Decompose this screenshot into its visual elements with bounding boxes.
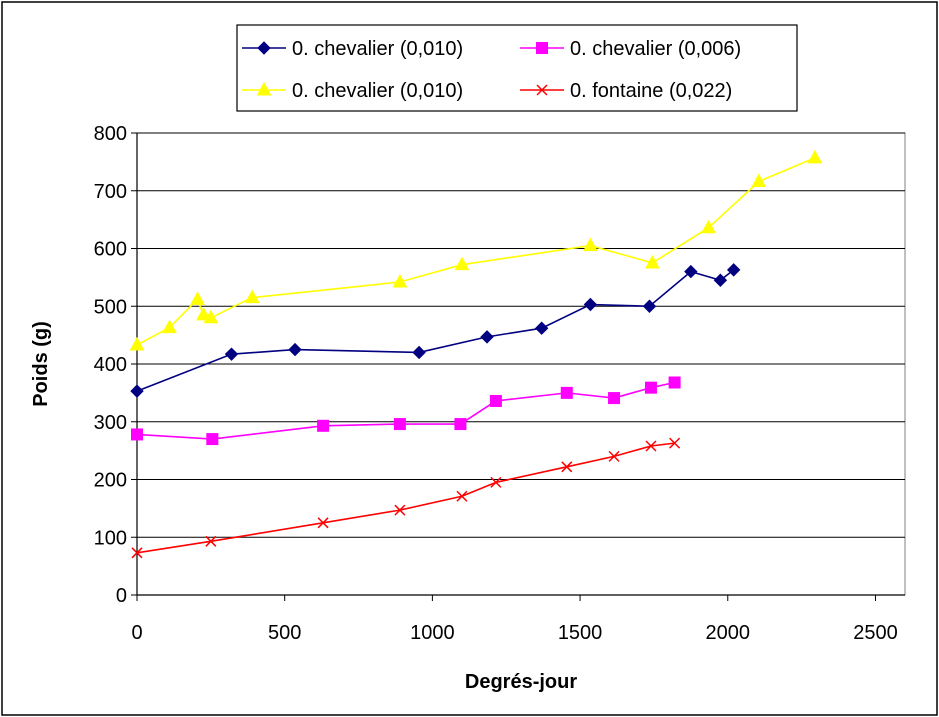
data-point: [608, 450, 620, 462]
legend-swatch-marker: [256, 81, 272, 96]
data-point: [393, 418, 406, 431]
data-point: [490, 476, 502, 488]
data-point: [726, 263, 741, 277]
data-point: [645, 440, 657, 452]
legend-item: 0. chevalier (0,010): [242, 80, 463, 102]
legend-swatch-marker: [536, 42, 548, 54]
y-tick-label: 0: [116, 585, 127, 607]
data-point: [162, 319, 177, 334]
x-tick-label: 2500: [853, 622, 898, 644]
data-point: [454, 256, 470, 271]
legend-item: 0. chevalier (0,006): [520, 38, 741, 60]
data-point: [489, 394, 502, 407]
data-point: [644, 381, 657, 394]
data-point: [608, 392, 621, 405]
data-point: [130, 384, 144, 398]
data-point: [713, 273, 728, 287]
data-point: [205, 535, 217, 547]
series-3: [129, 149, 823, 351]
legend-box: [236, 24, 798, 112]
data-point: [317, 517, 329, 529]
y-tick-label: 200: [94, 470, 127, 492]
data-point: [224, 347, 239, 361]
data-point: [645, 254, 660, 269]
y-tick-label: 100: [94, 527, 127, 549]
data-point: [684, 264, 698, 279]
data-point: [583, 237, 598, 252]
data-point: [583, 297, 598, 312]
series-layer: [129, 149, 823, 559]
data-point: [561, 461, 573, 473]
data-point: [392, 273, 408, 288]
data-point: [456, 490, 468, 502]
y-tick-label: 500: [94, 296, 127, 318]
data-point: [203, 309, 219, 324]
y-tick-label: 300: [94, 412, 127, 434]
data-point: [668, 376, 681, 389]
x-tick-label: 500: [268, 622, 301, 644]
y-tick-label: 400: [94, 354, 127, 376]
data-point: [131, 428, 143, 441]
data-point: [196, 306, 211, 321]
data-point: [244, 289, 260, 304]
data-point: [394, 504, 406, 516]
x-tick-label: 2000: [706, 622, 751, 644]
x-axis-title: Degrés-jour: [465, 671, 577, 693]
data-point: [131, 547, 143, 559]
y-tick-label: 600: [94, 239, 127, 261]
y-tick-label: 700: [94, 181, 127, 203]
y-tick-label: 800: [94, 123, 127, 145]
x-tick-label: 0: [131, 622, 142, 644]
legend-swatch-marker: [536, 84, 548, 96]
legend: 0. chevalier (0,010) 0. chevalier (0,006)…: [236, 24, 798, 112]
data-point: [642, 299, 657, 313]
legend-swatch-marker: [257, 41, 271, 55]
data-point: [807, 149, 823, 164]
x-tick-label: 1500: [558, 622, 603, 644]
y-axis-title: Poids (g): [30, 321, 52, 407]
legend-label: 0. chevalier (0,006): [570, 38, 741, 60]
data-point: [751, 173, 767, 188]
legend-label: 0. chevalier (0,010): [292, 38, 463, 60]
legend-item: 0. chevalier (0,010): [242, 38, 463, 60]
data-point: [560, 386, 573, 399]
legend-item: 0. fontaine (0,022): [520, 80, 732, 102]
series-line: [136, 381, 675, 440]
legend-label: 0. chevalier (0,010): [292, 80, 463, 102]
data-point: [480, 330, 494, 344]
legend-label: 0. fontaine (0,022): [570, 80, 732, 102]
x-tick-label: 1000: [410, 622, 455, 644]
data-point: [190, 291, 205, 305]
data-point: [206, 433, 219, 446]
data-point: [669, 437, 681, 449]
data-point: [701, 219, 716, 234]
data-point: [412, 345, 426, 360]
series-1: [130, 263, 741, 398]
data-point: [129, 336, 145, 351]
data-point: [317, 419, 330, 432]
series-4: [131, 437, 681, 559]
gridlines: [137, 132, 905, 538]
data-point: [454, 418, 467, 431]
series-2: [131, 376, 681, 446]
axes: 0 100 200 300 400 500 600 700 800 0 500 1000 1500 200…: [94, 123, 905, 644]
data-point: [288, 342, 302, 357]
data-point: [534, 321, 549, 335]
series-line: [136, 442, 675, 554]
